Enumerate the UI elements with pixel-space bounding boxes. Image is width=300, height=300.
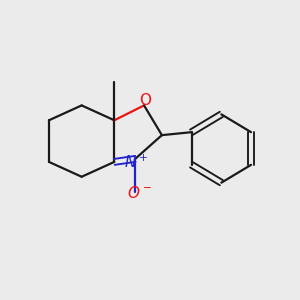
Text: $N^+$: $N^+$ — [124, 153, 149, 170]
Text: $O^-$: $O^-$ — [127, 185, 152, 201]
Text: O: O — [140, 94, 152, 109]
